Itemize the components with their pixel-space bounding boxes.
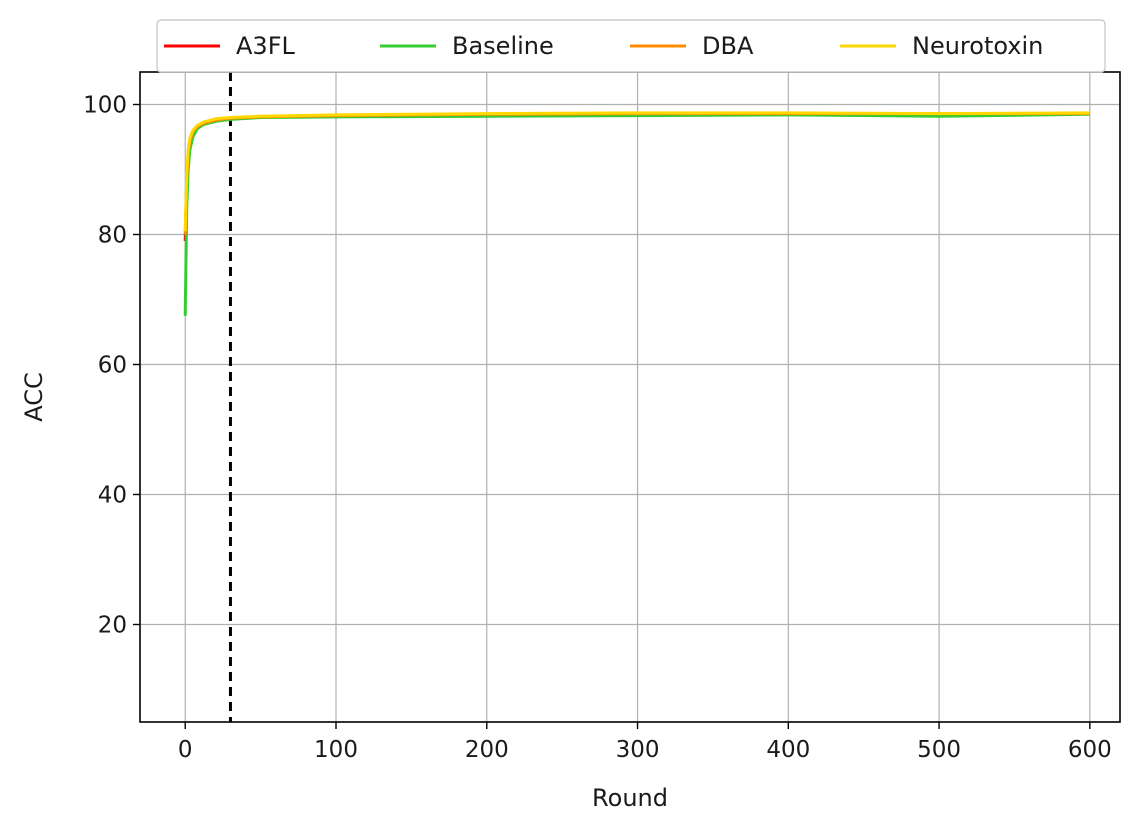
x-tick-label: 100 xyxy=(314,737,358,763)
series-layer xyxy=(183,111,1090,316)
y-tick-label: 20 xyxy=(98,613,127,639)
legend-label-a3fl: A3FL xyxy=(236,32,295,60)
legend-label-dba: DBA xyxy=(702,32,754,60)
x-tick-label: 500 xyxy=(917,737,961,763)
x-tick-label: 200 xyxy=(465,737,509,763)
x-tick-label: 0 xyxy=(178,737,193,763)
legend-label-baseline: Baseline xyxy=(452,32,554,60)
legend-label-neurotoxin: Neurotoxin xyxy=(912,32,1043,60)
grid xyxy=(140,72,1120,722)
legend: A3FL Baseline DBA Neurotoxin xyxy=(156,19,1106,73)
y-tick-label: 60 xyxy=(98,353,127,379)
x-tick-label: 300 xyxy=(616,737,660,763)
y-tick-label: 80 xyxy=(98,223,127,249)
x-axis-label: Round xyxy=(592,784,668,812)
series-line-neurotoxin xyxy=(183,111,1090,232)
y-tick-label: 40 xyxy=(98,483,127,509)
tick-layer: 0 100 200 300 400 500 600 20 40 60 80 100 xyxy=(83,93,1112,764)
y-axis-label: ACC xyxy=(20,372,48,422)
y-tick-label: 100 xyxy=(83,93,127,119)
x-tick-label: 600 xyxy=(1068,737,1112,763)
x-tick-label: 400 xyxy=(766,737,810,763)
